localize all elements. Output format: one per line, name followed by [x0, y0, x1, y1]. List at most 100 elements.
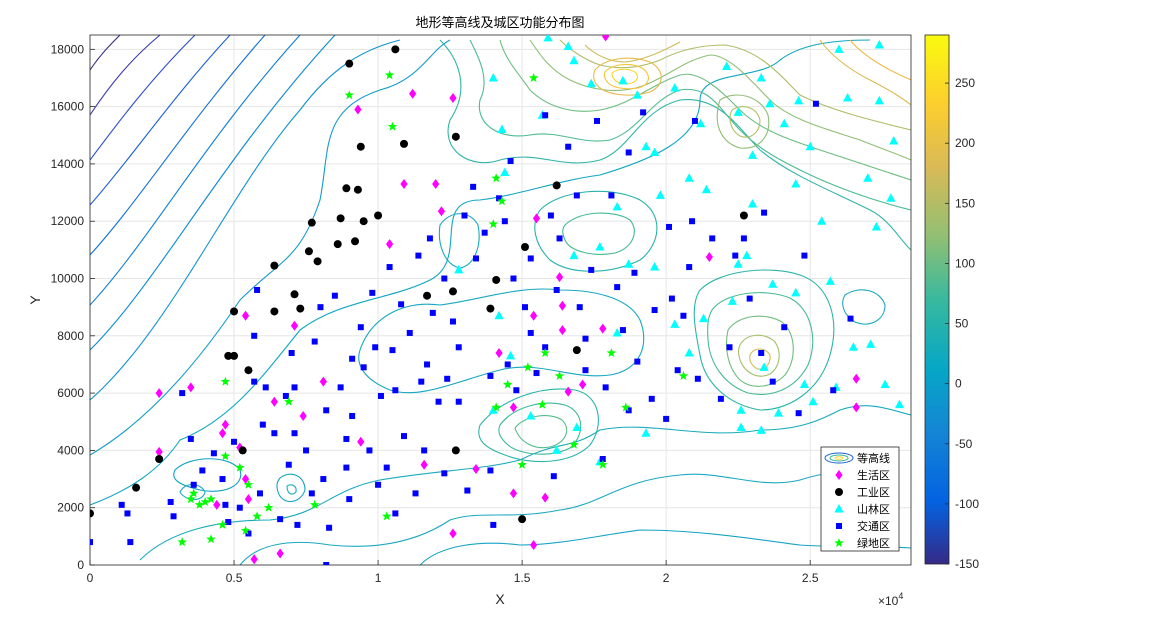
point-circle: [132, 483, 141, 492]
point-diamond: [530, 310, 538, 321]
contour-line: [90, 39, 451, 456]
point-square: [360, 364, 367, 371]
point-square: [179, 390, 186, 397]
point-circle: [391, 45, 400, 54]
point-square: [663, 415, 670, 422]
point-square: [487, 372, 494, 379]
point-triangle: [834, 44, 844, 53]
point-circle: [374, 211, 383, 220]
point-square: [245, 530, 252, 537]
point-square: [311, 338, 318, 345]
point-square: [383, 464, 390, 471]
point-star: [200, 497, 210, 506]
point-triangle: [843, 93, 853, 102]
point-triangle: [650, 262, 660, 271]
point-square: [271, 430, 278, 437]
point-diamond: [509, 488, 518, 499]
point-triangle: [756, 425, 766, 434]
colorbar-tick-label: 0: [955, 377, 962, 391]
point-square: [470, 183, 477, 190]
legend-label: 山林区: [857, 502, 890, 516]
point-square: [573, 192, 580, 199]
point-triangle: [759, 362, 769, 371]
point-square: [441, 470, 448, 477]
point-star: [217, 519, 228, 529]
point-square: [680, 312, 687, 319]
point-square: [582, 367, 589, 374]
point-square: [691, 117, 698, 124]
point-square: [231, 438, 238, 445]
point-square: [90, 539, 93, 546]
x-axis-label: X: [495, 591, 505, 607]
contour-line: [819, 39, 911, 106]
point-circle: [520, 243, 529, 251]
colorbar-tick-label: -150: [955, 557, 979, 571]
point-circle: [492, 275, 501, 284]
point-triangle: [543, 35, 553, 42]
colorbar: -150 -100 -50 0 50 100 150 200 250: [924, 34, 979, 571]
point-star: [554, 370, 565, 380]
colorbar-tick-label: 100: [955, 256, 975, 270]
point-square: [527, 329, 534, 336]
point-square: [323, 562, 330, 565]
point-diamond: [852, 373, 860, 384]
x-exponent-label: ×104: [878, 591, 903, 608]
point-triangle: [886, 193, 896, 202]
point-triangle: [500, 167, 510, 177]
point-triangle: [779, 118, 789, 128]
point-square: [464, 487, 471, 494]
point-triangle: [618, 75, 628, 85]
contour-line: [729, 106, 761, 138]
contour-line: [514, 415, 568, 449]
x-tick-label: 0: [87, 571, 94, 585]
point-square: [769, 378, 776, 385]
point-square: [254, 286, 261, 293]
point-square: [424, 361, 431, 368]
point-diamond: [579, 379, 587, 390]
point-circle: [270, 307, 279, 316]
point-triangle: [808, 396, 818, 406]
point-square: [781, 324, 788, 331]
contour-line: [842, 289, 886, 325]
point-triangle: [799, 379, 810, 389]
point-square: [288, 350, 295, 356]
point-star: [491, 402, 501, 412]
point-square: [582, 335, 589, 342]
point-diamond: [155, 388, 163, 399]
point-square: [225, 519, 232, 526]
point-triangle: [612, 327, 622, 337]
point-triangle: [552, 445, 562, 454]
point-square: [588, 266, 595, 273]
point-square: [648, 395, 655, 402]
point-square: [487, 467, 494, 474]
point-square: [343, 435, 350, 442]
point-square: [599, 456, 606, 462]
point-square: [717, 395, 724, 402]
legend-contour-icon: [834, 456, 844, 460]
point-triangle: [454, 264, 464, 274]
point-triangle: [756, 72, 766, 82]
colorbar-tick-label: -100: [955, 497, 979, 511]
point-triangle: [494, 310, 504, 320]
point-circle: [448, 287, 457, 296]
point-square: [473, 255, 480, 262]
point-star: [309, 499, 320, 509]
point-star: [517, 459, 527, 469]
legend-diamond-icon: [835, 470, 843, 480]
contour-line: [737, 334, 780, 377]
point-square: [651, 307, 658, 314]
point-star: [220, 376, 231, 386]
point-star: [206, 494, 216, 504]
contour-line: [90, 35, 301, 306]
axes-frame: [89, 34, 912, 566]
legend-contour-icon: [829, 454, 849, 462]
point-circle: [238, 446, 247, 455]
point-triangle: [670, 83, 680, 92]
point-square: [406, 329, 413, 336]
contour-line: [438, 213, 480, 269]
point-square: [847, 315, 854, 322]
point-square: [504, 361, 511, 368]
point-diamond: [599, 323, 607, 334]
legend-label: 工业区: [857, 486, 890, 499]
